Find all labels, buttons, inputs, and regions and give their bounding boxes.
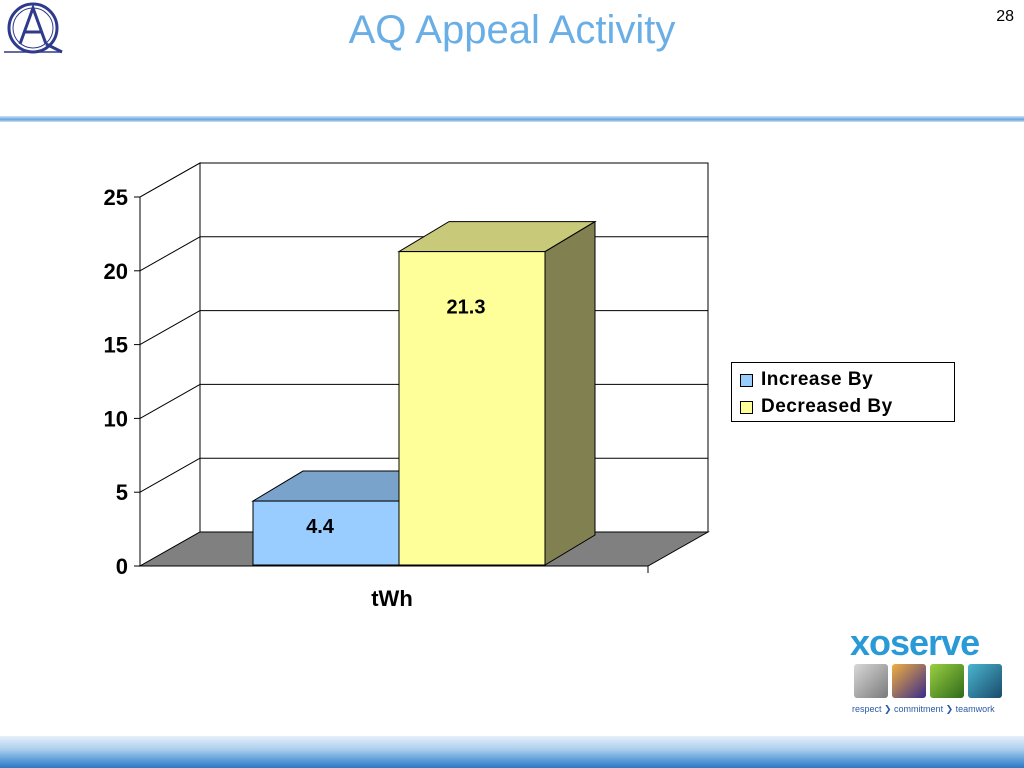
bar-decrease bbox=[398, 251, 546, 566]
legend-item-increase: Increase By bbox=[740, 369, 873, 391]
footer-band bbox=[0, 736, 1024, 768]
y-tick-label: 5 bbox=[116, 480, 128, 505]
y-tick-label: 15 bbox=[104, 333, 128, 358]
chart-side-wall bbox=[139, 162, 201, 567]
legend-item-decrease: Decreased By bbox=[740, 396, 893, 418]
leaf-photo-tile bbox=[930, 664, 964, 698]
gridline-side bbox=[139, 162, 201, 198]
gridline-side bbox=[139, 310, 201, 346]
xoserve-image-tiles bbox=[854, 664, 1002, 698]
chart-legend: Increase By Decreased By bbox=[731, 362, 955, 422]
xoserve-tagline: respect ❯ commitment ❯ teamwork bbox=[852, 704, 995, 714]
legend-swatch-increase bbox=[740, 373, 753, 387]
gridline-side bbox=[139, 457, 201, 493]
gridline-side bbox=[139, 236, 201, 272]
data-label-increase: 4.4 bbox=[306, 516, 335, 538]
x-category-label: tWh bbox=[371, 586, 413, 611]
keyboard-photo-tile bbox=[854, 664, 888, 698]
legend-swatch-decrease bbox=[740, 400, 753, 414]
data-label-decrease: 21.3 bbox=[447, 297, 486, 319]
legend-label-decrease: Decreased By bbox=[761, 396, 893, 417]
y-tick-label: 20 bbox=[104, 259, 128, 284]
aq-logo bbox=[0, 0, 70, 60]
gridline-side bbox=[139, 383, 201, 419]
xoserve-wordmark: xoserve bbox=[850, 622, 980, 663]
y-tick-label: 10 bbox=[104, 406, 128, 431]
slide-title: AQ Appeal Activity bbox=[348, 8, 676, 52]
bar-increase bbox=[252, 500, 400, 566]
page-number: 28 bbox=[996, 8, 1014, 25]
legend-label-increase: Increase By bbox=[761, 369, 874, 390]
y-tick-label: 25 bbox=[104, 185, 128, 210]
gas-flame-photo-tile bbox=[892, 664, 926, 698]
circuit-photo-tile bbox=[968, 664, 1002, 698]
y-tick-label: 0 bbox=[116, 554, 128, 579]
xoserve-logo: xoserve respect ❯ commitment ❯ teamwork bbox=[846, 622, 1006, 722]
bar-decrease-side bbox=[544, 220, 596, 566]
header-divider bbox=[0, 116, 1024, 122]
